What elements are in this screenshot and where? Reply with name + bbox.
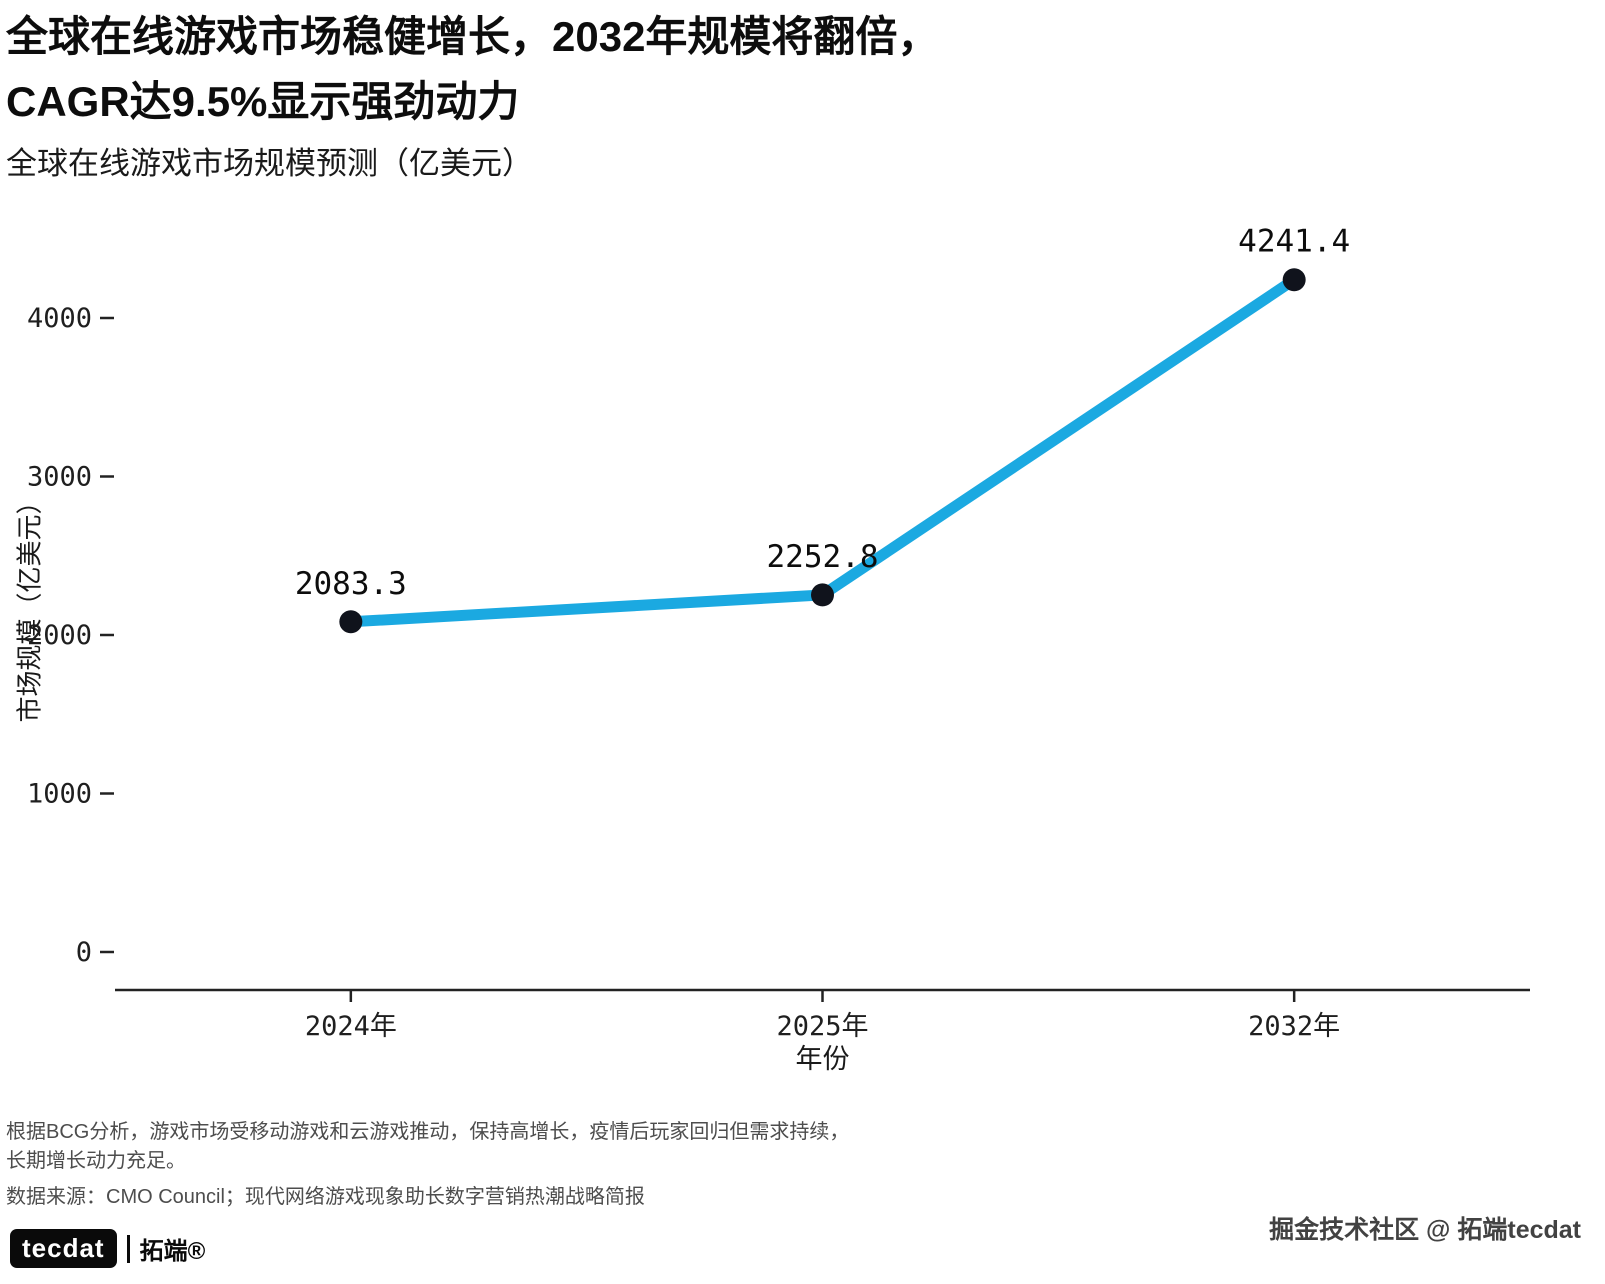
data-point [1282, 268, 1306, 292]
chart-area: 0 1000 2000 3000 4000 2024年 2025年 2032年 2083.3 22… [0, 195, 1605, 1074]
data-point-label: 2252.8 [767, 539, 879, 575]
y-tick-label: 3000 [27, 462, 92, 493]
tecdat-logo: tecdat 拓端® [10, 1229, 205, 1268]
data-point [811, 583, 834, 607]
tecdat-logo-suffix: 拓端® [139, 1238, 206, 1265]
watermark: 掘金技术社区 @ 拓端tecdat [1269, 1216, 1581, 1244]
logo-divider [126, 1234, 130, 1263]
footnote-line2: 长期增长动力充足。 [6, 1150, 186, 1172]
footnote: 根据BCG分析，游戏市场受移动游戏和云游戏推动，保持高增长，疫情后玩家回归但需求… [6, 1118, 1565, 1176]
chart-title-line1: 全球在线游戏市场稳健增长，2032年规模将翻倍， [6, 13, 940, 60]
tecdat-logo-box: tecdat [10, 1229, 117, 1268]
y-tick-label: 4000 [27, 303, 92, 334]
x-tick-label: 2025年 [776, 1011, 868, 1042]
x-axis-title: 年份 [795, 1044, 850, 1074]
data-point [339, 610, 363, 634]
y-axis-title: 市场规模（亿美元） [14, 488, 45, 723]
chart-subtitle: 全球在线游戏市场规模预测（亿美元） [6, 146, 533, 181]
y-tick-label: 2000 [27, 620, 92, 651]
y-tick-label: 1000 [27, 779, 92, 810]
x-tick-label: 2024年 [305, 1011, 397, 1042]
data-point-label: 2083.3 [295, 566, 407, 602]
line-chart: 0 1000 2000 3000 4000 2024年 2025年 2032年 2083.3 22… [27, 224, 1530, 1042]
x-tick-label: 2032年 [1248, 1011, 1340, 1042]
footnote-line1: 根据BCG分析，游戏市场受移动游戏和云游戏推动，保持高增长，疫情后玩家回归但需求… [6, 1121, 850, 1143]
chart-title: 全球在线游戏市场稳健增长，2032年规模将翻倍， CAGR达9.5%显示强劲动力 [6, 4, 1565, 134]
data-source: 数据来源：CMO Council；现代网络游戏现象助长数字营销热潮战略简报 [6, 1186, 645, 1208]
chart-title-line2: CAGR达9.5%显示强劲动力 [6, 78, 520, 126]
data-point-label: 4241.4 [1238, 224, 1350, 260]
y-tick-label: 0 [76, 937, 92, 968]
